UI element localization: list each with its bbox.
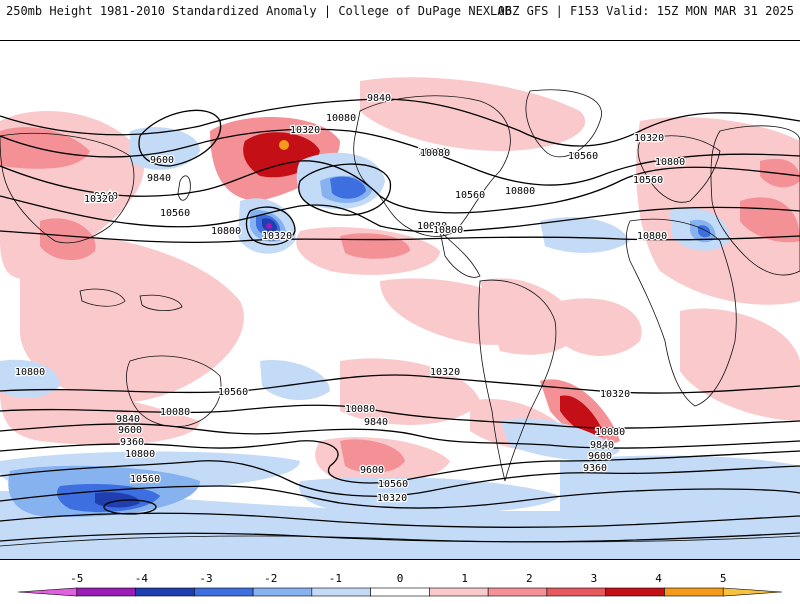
contour-label: 9840 (367, 93, 391, 104)
colorbar-tick-label: 1 (461, 572, 468, 585)
contour-label: 10800 (655, 157, 685, 168)
colorbar-tick-label: -2 (264, 572, 277, 585)
contour-label: 9840 (590, 440, 614, 451)
colorbar-swatch (17, 587, 78, 597)
contour-label: 10560 (455, 190, 485, 201)
colorbar-swatch (487, 587, 548, 597)
contour-label: 10080 (418, 147, 448, 158)
colorbar-tick-label: 4 (655, 572, 662, 585)
contour-label: 10080 (417, 221, 447, 232)
colorbar-swatch (311, 587, 371, 597)
contour-label: 10800 (211, 226, 241, 237)
contour-label: 10320 (634, 133, 664, 144)
contour-label: 10800 (433, 225, 463, 236)
contour-label: 10320 (290, 125, 320, 136)
contour-labels: 9840103201008096009840100801032010560105… (14, 92, 687, 506)
contour-label: 10080 (160, 407, 190, 418)
colorbar-swatch (76, 587, 136, 597)
coastlines (0, 89, 800, 547)
contour-label: 9600 (360, 465, 384, 476)
contour-label: 10800 (637, 231, 667, 242)
contour-label: 9840 (147, 173, 171, 184)
colorbar-swatch (664, 587, 724, 597)
colorbar-tick-label: -5 (70, 572, 83, 585)
contour-label: 10560 (568, 151, 598, 162)
colorbar-swatch (605, 587, 665, 597)
colorbar-swatch (135, 587, 195, 597)
contour-label: 10320 (430, 367, 460, 378)
colorbar-swatch (252, 587, 313, 597)
model-valid-time: 06Z GFS | F153 Valid: 15Z MON MAR 31 202… (497, 4, 794, 18)
contour-label: 10080 (345, 404, 375, 415)
contour-label: 9840 (364, 417, 388, 428)
contour-label: 10560 (633, 175, 663, 186)
colorbar-tick-label: -4 (135, 572, 149, 585)
contour-label: 10320 (262, 231, 292, 242)
contour-label: 10560 (218, 387, 248, 398)
height-contours (0, 98, 800, 543)
contour-label: 9360 (120, 437, 144, 448)
contour-label: 9360 (583, 463, 607, 474)
contour-label: 10560 (160, 208, 190, 219)
contour-label: 10320 (600, 389, 630, 400)
map-title: 250mb Height 1981-2010 Standardized Anom… (6, 4, 512, 18)
colorbar-tick-label: -1 (329, 572, 342, 585)
anomaly-colorbar: -5 -4 -3 -2 -1 0 1 2 3 4 5 (0, 562, 800, 600)
contour-label: 10080 (326, 113, 356, 124)
colorbar-swatch (429, 587, 489, 597)
contour-label: 10800 (15, 367, 45, 378)
contour-label: 10320 (84, 194, 114, 205)
contour-label: 10560 (130, 474, 160, 485)
colorbar-swatch (546, 587, 606, 597)
colorbar-tick-label: 5 (720, 572, 727, 585)
contour-label: 10080 (420, 148, 450, 159)
contour-label: 9600 (118, 425, 142, 436)
map-canvas: 9840103201008096009840100801032010560105… (0, 77, 800, 559)
contour-label: 9600 (150, 155, 174, 166)
contour-label: 10080 (595, 427, 625, 438)
contour-label: 9840 (94, 191, 118, 202)
colorbar-tick-label: 2 (526, 572, 533, 585)
contour-label: 9600 (588, 451, 612, 462)
colorbar-swatch (722, 587, 783, 597)
colorbar-swatch (194, 587, 254, 597)
contour-label: 10320 (377, 493, 407, 504)
contour-label: 10800 (125, 449, 155, 460)
contour-label: 10560 (378, 479, 408, 490)
colorbar-tick-label: 0 (397, 572, 404, 585)
contour-label: 9840 (116, 414, 140, 425)
colorbar-swatch (370, 587, 430, 597)
colorbar-tick-label: 3 (591, 572, 598, 585)
anomaly-map: 9840 10320 10080 9600 9840 10080 10320 10560 105… (0, 40, 800, 560)
colorbar-tick-label: -3 (199, 572, 212, 585)
colorbar-svg: -5 -4 -3 -2 -1 0 1 2 3 4 5 (17, 572, 783, 597)
contour-label: 10800 (505, 186, 535, 197)
